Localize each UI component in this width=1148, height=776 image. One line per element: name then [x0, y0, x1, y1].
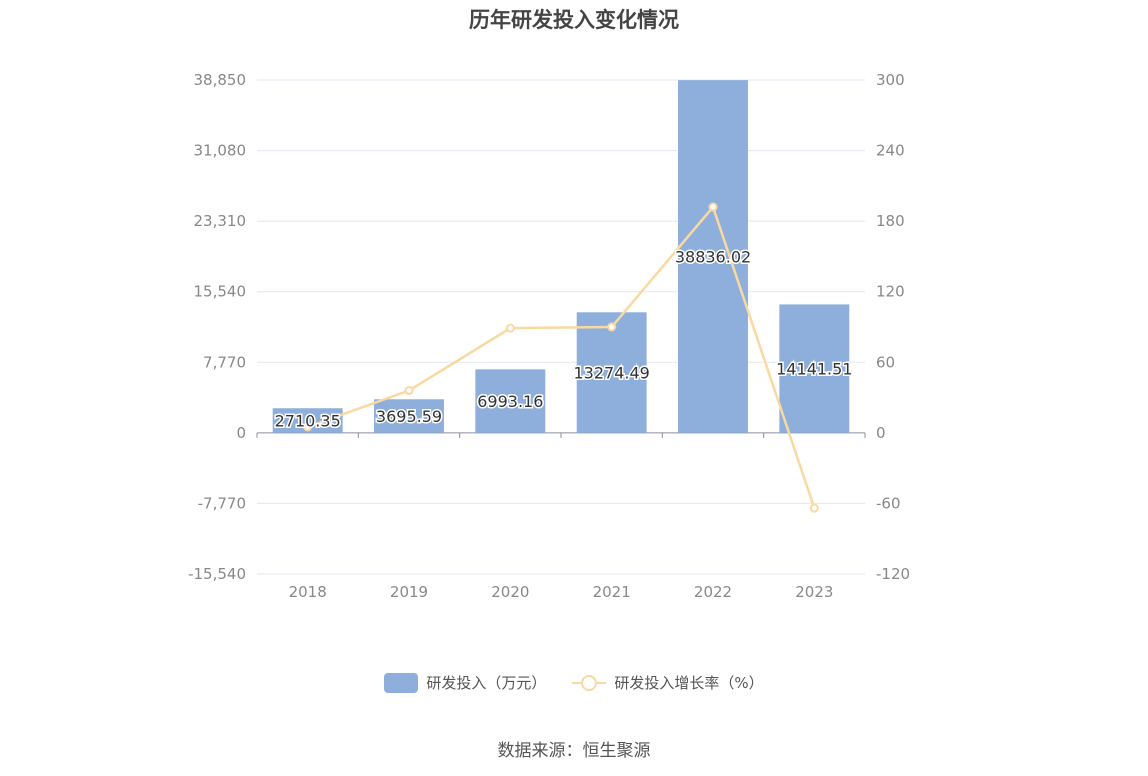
- growth-point-2023[interactable]: [809, 503, 819, 513]
- y-left-tick-label: -15,540: [188, 565, 246, 583]
- y-left-tick-label: 31,080: [194, 142, 247, 160]
- y-left-tick-label: -7,770: [198, 494, 246, 512]
- y-right-tick-label: 0: [876, 424, 886, 442]
- growth-point-2019[interactable]: [404, 386, 414, 396]
- growth-point-2018[interactable]: [303, 422, 313, 432]
- y-right-tick-label: -120: [876, 565, 910, 583]
- y-right-tick-label: -60: [876, 494, 901, 512]
- bar-value-label: 13274.49: [573, 364, 649, 383]
- x-tick-label: 2019: [390, 583, 428, 601]
- legend: 研发投入（万元） 研发投入增长率（%）: [0, 672, 1148, 693]
- y-left-tick-label: 38,850: [194, 71, 247, 89]
- y-right-tick-label: 300: [876, 71, 905, 89]
- legend-bar-swatch: [384, 672, 419, 693]
- bar-value-label: 2710.35: [275, 412, 341, 431]
- bar-2022[interactable]: [678, 80, 748, 433]
- y-right-tick-label: 120: [876, 283, 905, 301]
- y-right-tick-label: 180: [876, 212, 905, 230]
- bar-2019[interactable]: [374, 399, 444, 433]
- data-source: 数据来源：恒生聚源: [497, 741, 651, 761]
- growth-point-2021[interactable]: [607, 322, 617, 332]
- growth-point-2022[interactable]: [708, 202, 718, 212]
- y-right-tick-label: 240: [876, 142, 905, 160]
- legend-item-bar-series[interactable]: 研发投入（万元）: [384, 672, 546, 693]
- y-left-tick-label: 15,540: [194, 283, 247, 301]
- x-tick-label: 2018: [289, 583, 327, 601]
- bar-value-label: 14141.51: [776, 360, 852, 379]
- legend-bar-label: 研发投入（万元）: [426, 674, 547, 692]
- bar-value-label: 38836.02: [675, 247, 751, 266]
- growth-rate-line: [307, 204, 816, 509]
- legend-line-swatch: [572, 673, 607, 693]
- bar-value-label: 3695.59: [376, 407, 442, 426]
- bar-value-label: 6993.16: [477, 392, 543, 411]
- bar-2020[interactable]: [475, 369, 546, 433]
- y-left-tick-label: 7,770: [203, 353, 246, 371]
- growth-point-2020[interactable]: [505, 323, 515, 333]
- y-left-tick-label: 23,310: [194, 212, 247, 230]
- bar-2021[interactable]: [576, 312, 647, 433]
- legend-line-label: 研发投入增长率（%）: [614, 674, 764, 692]
- x-tick-label: 2023: [795, 583, 833, 601]
- combo-chart: 38,850 300 31,080 240 23,310 180 15,540 120 7,77…: [188, 71, 910, 601]
- x-tick-label: 2022: [694, 583, 732, 601]
- chart-title: 历年研发投入变化情况: [469, 8, 679, 32]
- x-tick-label: 2021: [593, 583, 631, 601]
- x-tick-label: 2020: [491, 583, 529, 601]
- bar-2023[interactable]: [779, 304, 850, 433]
- y-left-tick-label: 0: [236, 424, 246, 442]
- legend-item-line-series[interactable]: 研发投入增长率（%）: [572, 672, 764, 693]
- y-right-tick-label: 60: [876, 353, 895, 371]
